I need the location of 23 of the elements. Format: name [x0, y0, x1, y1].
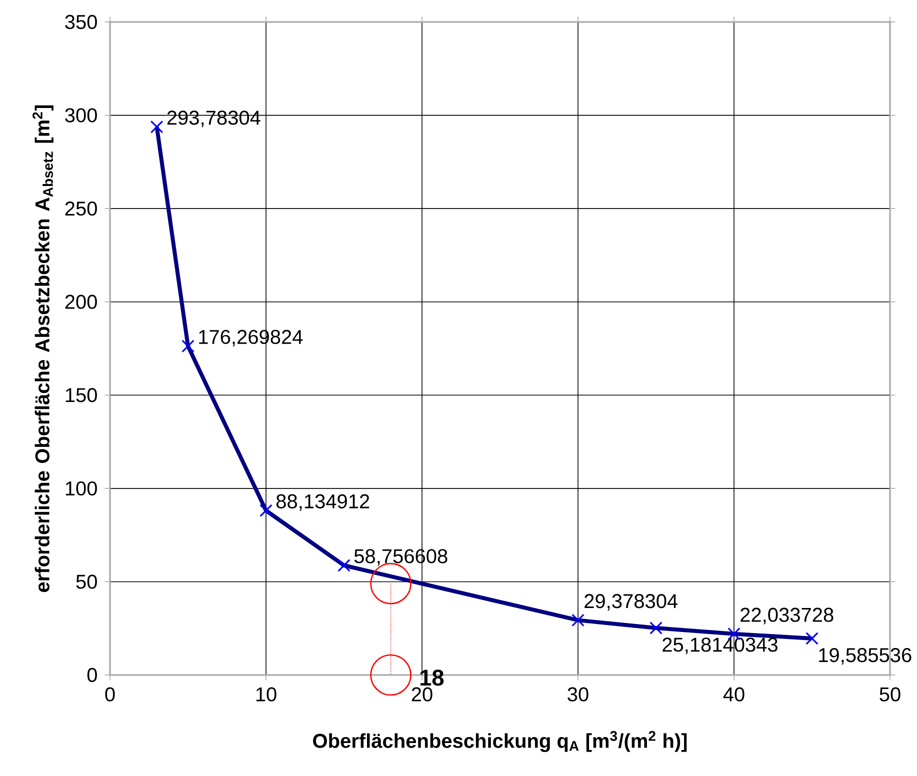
point — [370, 654, 412, 696]
x-tick-label: 40 — [723, 687, 744, 702]
data-label: 22,033728 — [740, 608, 834, 624]
y-axis-title: erforderliche Oberfläche Absetzbecken A$_{Absetz}$ [m$^{2}$] — [32, 105, 54, 592]
data-label: 88,134912 — [276, 494, 370, 511]
x-tick-label: 30 — [568, 687, 588, 702]
y-tick-label: 350 — [65, 14, 97, 30]
y-tick-label: 50 — [76, 574, 97, 589]
x-tick-label: 10 — [256, 687, 276, 702]
data-label: 29,378304 — [584, 594, 678, 611]
data-label: 19,585536 — [819, 648, 912, 665]
y-tick-label: 300 — [65, 108, 97, 122]
x-tick-label: 20 — [412, 687, 432, 702]
annotation: 18 — [420, 670, 444, 686]
data-label: 293,78304 — [167, 110, 260, 128]
x-tick-label: 50 — [880, 687, 900, 702]
x-axis-title: Oberflächenbeschickung q$_{A}$ [m$^{3}$/(m$^{2}$ h)] — [313, 731, 687, 752]
y-tick-label: 250 — [65, 201, 97, 216]
y-tick-label: 0 — [87, 668, 97, 682]
x-tick-label: 0 — [105, 687, 115, 702]
y-tick-label: 150 — [66, 388, 97, 402]
y-tick-label: 200 — [65, 294, 97, 309]
y-tick-label: 100 — [66, 481, 97, 496]
